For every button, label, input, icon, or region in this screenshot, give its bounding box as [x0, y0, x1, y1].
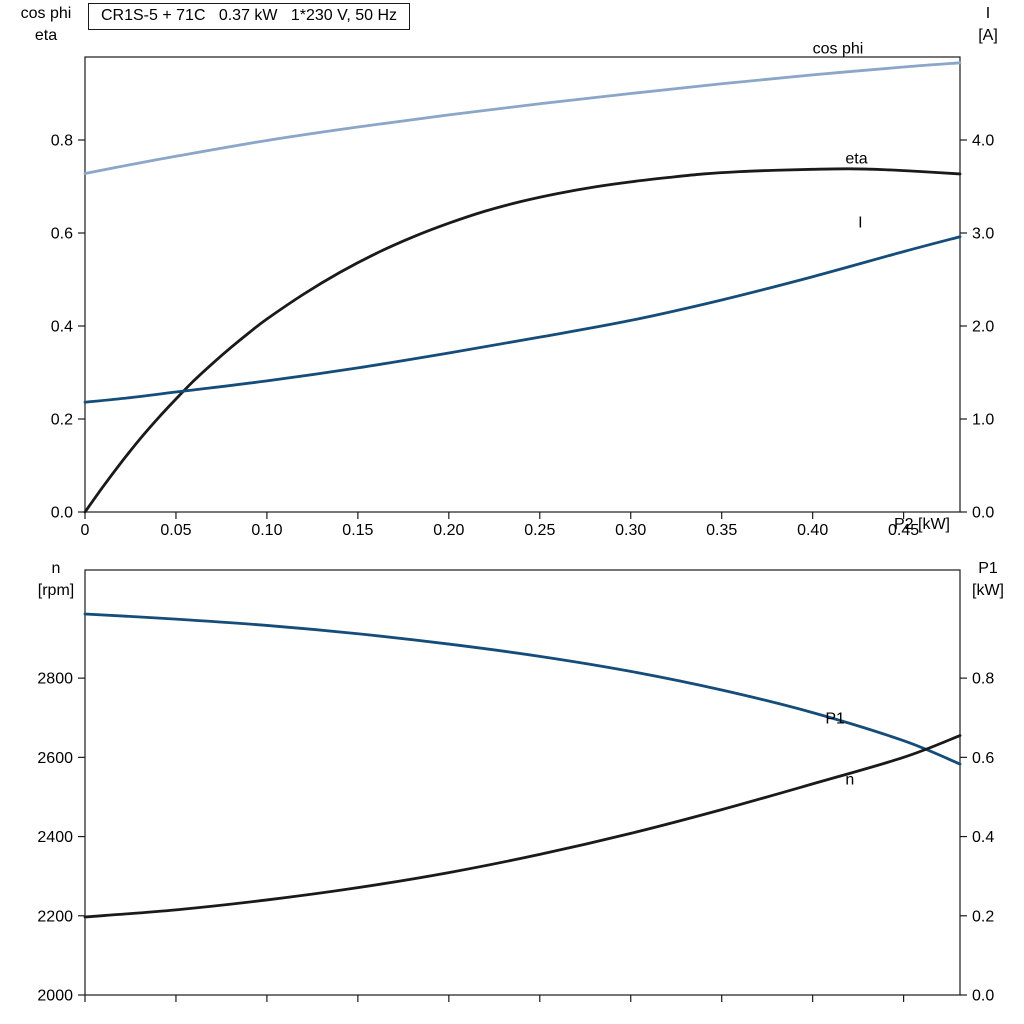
pump-title-box: CR1S-5 + 71C 0.37 kW 1*230 V, 50 Hz [88, 3, 411, 30]
right-tick-label: 1.0 [972, 412, 994, 429]
axis-title-line: eta [34, 27, 58, 44]
x-tick-label: 0.05 [160, 522, 191, 539]
x-tick-label: 0.35 [706, 522, 737, 539]
left-tick-label: 0.4 [51, 319, 73, 336]
x-tick-label: 0.45 [888, 522, 919, 539]
plot-border [84, 56, 961, 513]
left-tick-label: 2800 [37, 671, 73, 688]
x-tick-label: 0.40 [797, 522, 828, 539]
left-tick-label: 2000 [37, 988, 73, 1005]
left-tick-label: 0.6 [51, 226, 73, 243]
plot-border [84, 569, 961, 996]
cos-phi-curve-label: cos phi [813, 41, 864, 58]
speed-curve [83, 612, 962, 766]
x-tick-label: 0 [81, 522, 90, 539]
axis-title-line: cos phi [20, 5, 72, 22]
bottom-right-axis-title: P1 [kW] [958, 558, 1018, 602]
top-right-axis-title: I [A] [960, 3, 1016, 47]
axis-title-line: [rpm] [37, 582, 75, 599]
left-tick-label: 2400 [37, 829, 73, 846]
right-tick-label: 0.0 [972, 988, 994, 1005]
right-tick-label: 0.0 [972, 505, 994, 522]
right-tick-label: 4.0 [972, 133, 994, 150]
left-tick-label: 2600 [37, 750, 73, 767]
left-tick-label: 0.2 [51, 412, 73, 429]
speed-curve-label: n [845, 771, 854, 788]
bottom-chart: 2000 2200 2400 2600 2800 0.0 0.2 0.4 0.6 0.8 n P1 [37, 569, 994, 1005]
axis-title-line: [A] [978, 27, 998, 44]
x-tick-label: 0.15 [342, 522, 373, 539]
axis-title-line: n [51, 560, 61, 577]
right-tick-label: 0.4 [972, 829, 994, 846]
cos-phi-curve [83, 61, 962, 175]
x-tick-label: 0.10 [251, 522, 282, 539]
bottom-left-axis-title: n [rpm] [10, 558, 102, 602]
p1-curve [83, 734, 962, 919]
right-tick-label: 2.0 [972, 319, 994, 336]
left-tick-label: 0.8 [51, 133, 73, 150]
x-axis-label: P2 [kW] [893, 516, 950, 533]
axis-title-line: [kW] [972, 582, 1004, 599]
top-left-axis-title: cos phi eta [0, 3, 92, 47]
right-tick-label: 0.8 [972, 671, 994, 688]
eta-curve-label: eta [845, 150, 867, 167]
right-tick-label: 0.6 [972, 750, 994, 767]
axis-title-line: P1 [978, 560, 998, 577]
top-chart: 0 0.05 0.10 0.15 0.20 0.25 0.30 0.35 0.40 0.45 0.0… [51, 41, 995, 539]
p1-curve-label: P1 [825, 710, 845, 727]
right-tick-label: 3.0 [972, 226, 994, 243]
axis-title-line: I [985, 5, 991, 22]
x-tick-label: 0.25 [524, 522, 555, 539]
left-tick-label: 2200 [37, 908, 73, 925]
x-tick-label: 0.30 [615, 522, 646, 539]
right-tick-label: 0.2 [972, 908, 994, 925]
x-tick-label: 0.20 [433, 522, 464, 539]
current-curve [83, 235, 962, 404]
current-curve-label: I [858, 214, 862, 231]
left-tick-label: 0.0 [51, 505, 73, 522]
eta-curve [83, 167, 962, 514]
